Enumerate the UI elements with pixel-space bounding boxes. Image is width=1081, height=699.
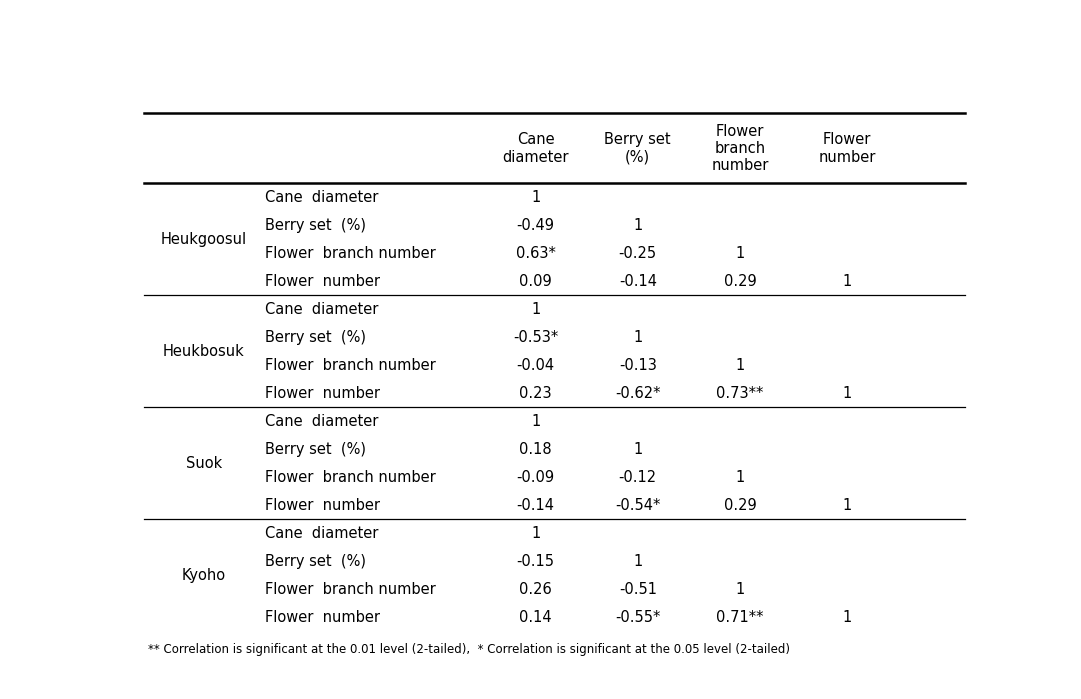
Text: -0.51: -0.51 [618, 582, 657, 597]
Text: 1: 1 [735, 246, 745, 261]
Text: 1: 1 [842, 610, 852, 625]
Text: 0.73**: 0.73** [717, 386, 763, 401]
Text: Berry set  (%): Berry set (%) [265, 554, 366, 569]
Text: 1: 1 [633, 442, 642, 457]
Text: -0.09: -0.09 [517, 470, 555, 485]
Text: Heukgoosul: Heukgoosul [161, 232, 246, 247]
Text: Flower
branch
number: Flower branch number [711, 124, 769, 173]
Text: 1: 1 [735, 358, 745, 373]
Text: 0.14: 0.14 [519, 610, 552, 625]
Text: Berry set  (%): Berry set (%) [265, 218, 366, 233]
Text: Berry set  (%): Berry set (%) [265, 442, 366, 457]
Text: ** Correlation is significant at the 0.01 level (2-tailed),  * Correlation is si: ** Correlation is significant at the 0.0… [148, 643, 790, 656]
Text: 1: 1 [531, 190, 540, 205]
Text: 1: 1 [842, 386, 852, 401]
Text: -0.15: -0.15 [517, 554, 555, 569]
Text: 0.63*: 0.63* [516, 246, 556, 261]
Text: 0.18: 0.18 [519, 442, 552, 457]
Text: 1: 1 [633, 554, 642, 569]
Text: 0.29: 0.29 [723, 274, 757, 289]
Text: Cane
diameter: Cane diameter [503, 132, 569, 165]
Text: 0.71**: 0.71** [717, 610, 764, 625]
Text: Flower  branch number: Flower branch number [265, 582, 436, 597]
Text: -0.12: -0.12 [618, 470, 657, 485]
Text: 1: 1 [735, 582, 745, 597]
Text: 1: 1 [633, 218, 642, 233]
Text: Flower  number: Flower number [265, 274, 381, 289]
Text: -0.54*: -0.54* [615, 498, 660, 513]
Text: 1: 1 [531, 414, 540, 429]
Text: Cane  diameter: Cane diameter [265, 190, 378, 205]
Text: 1: 1 [531, 302, 540, 317]
Text: -0.55*: -0.55* [615, 610, 660, 625]
Text: 1: 1 [531, 526, 540, 541]
Text: 1: 1 [842, 498, 852, 513]
Text: Kyoho: Kyoho [182, 568, 226, 583]
Text: Heukbosuk: Heukbosuk [163, 344, 244, 359]
Text: Berry set
(%): Berry set (%) [604, 132, 671, 165]
Text: 1: 1 [735, 470, 745, 485]
Text: -0.49: -0.49 [517, 218, 555, 233]
Text: 0.29: 0.29 [723, 498, 757, 513]
Text: Cane  diameter: Cane diameter [265, 526, 378, 541]
Text: 1: 1 [842, 274, 852, 289]
Text: Flower  branch number: Flower branch number [265, 246, 436, 261]
Text: -0.14: -0.14 [517, 498, 555, 513]
Text: Cane  diameter: Cane diameter [265, 414, 378, 429]
Text: Flower  number: Flower number [265, 386, 381, 401]
Text: Flower  branch number: Flower branch number [265, 470, 436, 485]
Text: 0.23: 0.23 [519, 386, 552, 401]
Text: Cane  diameter: Cane diameter [265, 302, 378, 317]
Text: Suok: Suok [186, 456, 222, 471]
Text: Flower  number: Flower number [265, 610, 381, 625]
Text: Flower  number: Flower number [265, 498, 381, 513]
Text: -0.25: -0.25 [618, 246, 657, 261]
Text: -0.62*: -0.62* [615, 386, 660, 401]
Text: -0.04: -0.04 [517, 358, 555, 373]
Text: Flower  branch number: Flower branch number [265, 358, 436, 373]
Text: 0.26: 0.26 [519, 582, 552, 597]
Text: -0.13: -0.13 [618, 358, 657, 373]
Text: Flower
number: Flower number [818, 132, 876, 165]
Text: -0.14: -0.14 [618, 274, 657, 289]
Text: 1: 1 [633, 330, 642, 345]
Text: 0.09: 0.09 [519, 274, 552, 289]
Text: -0.53*: -0.53* [513, 330, 558, 345]
Text: Berry set  (%): Berry set (%) [265, 330, 366, 345]
